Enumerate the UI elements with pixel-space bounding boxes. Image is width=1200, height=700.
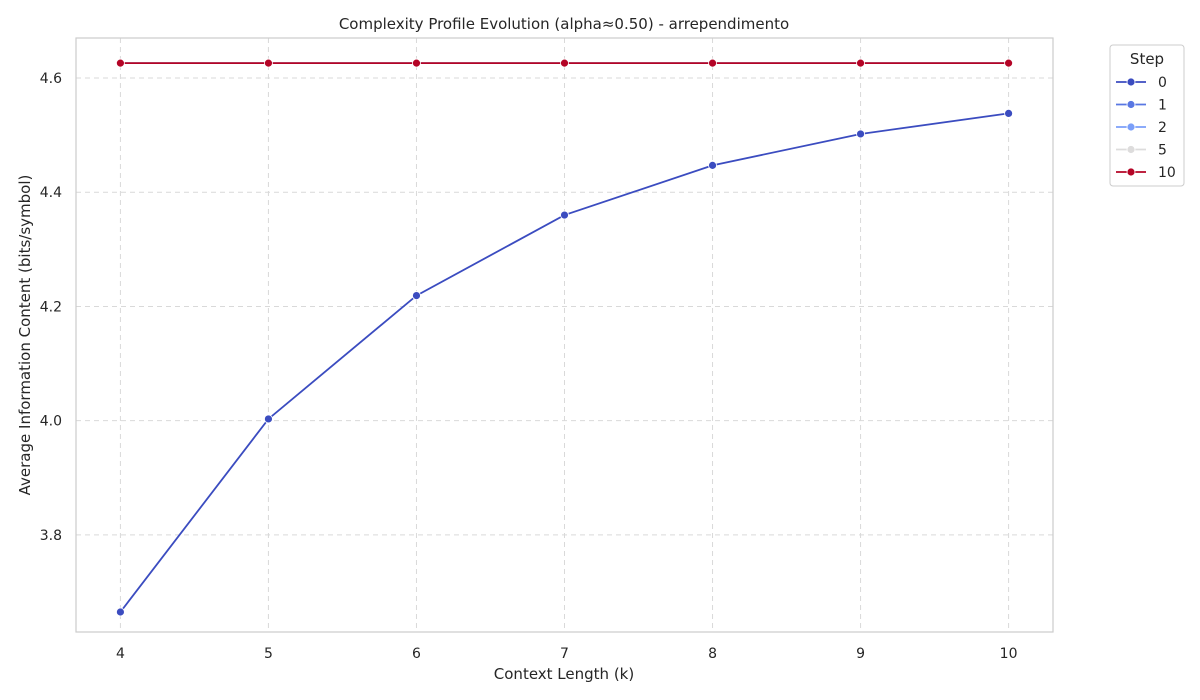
data-point — [412, 291, 421, 300]
chart-title: Complexity Profile Evolution (alpha≈0.50… — [339, 15, 789, 33]
y-tick-label: 4.4 — [40, 185, 62, 201]
legend: Step 0 1 2 5 10 — [1109, 44, 1185, 187]
legend-item: 5 — [1116, 143, 1167, 159]
data-point — [856, 129, 865, 139]
legend-swatch-marker — [1126, 167, 1136, 177]
data-point — [1004, 108, 1013, 118]
y-tick-label: 4.6 — [40, 71, 62, 87]
data-point — [116, 607, 125, 617]
series — [116, 58, 1013, 617]
legend-item: 2 — [1116, 120, 1167, 136]
x-axis-ticks: 4 5 6 7 8 9 10 — [116, 646, 1018, 662]
y-axis-ticks: 3.8 4.0 4.2 4.4 4.6 — [40, 71, 62, 544]
x-axis-label: Context Length (k) — [494, 665, 634, 683]
legend-title: Step — [1130, 50, 1164, 68]
legend-label: 5 — [1158, 143, 1167, 159]
x-tick-label: 8 — [708, 646, 717, 662]
data-point — [264, 58, 273, 68]
x-tick-label: 7 — [560, 646, 569, 662]
x-tick-label: 4 — [116, 646, 125, 662]
data-point — [560, 58, 569, 68]
data-point — [708, 58, 717, 68]
series-10 — [116, 58, 1013, 68]
y-tick-label: 3.8 — [40, 528, 62, 544]
data-point — [560, 210, 569, 220]
y-tick-label: 4.0 — [40, 414, 62, 430]
data-point — [264, 414, 273, 424]
data-point — [412, 58, 421, 68]
x-tick-label: 5 — [264, 646, 273, 662]
legend-label: 2 — [1158, 120, 1167, 136]
legend-label: 0 — [1158, 75, 1167, 91]
y-axis-label: Average Information Content (bits/symbol… — [16, 175, 34, 496]
legend-swatch-marker — [1126, 145, 1136, 154]
data-point — [856, 58, 865, 68]
legend-item: 10 — [1116, 165, 1176, 181]
series-0 — [116, 108, 1013, 617]
data-point — [1004, 58, 1013, 68]
x-tick-label: 10 — [1000, 646, 1018, 662]
x-tick-label: 9 — [856, 646, 865, 662]
legend-item: 0 — [1116, 75, 1167, 91]
legend-swatch-marker — [1126, 77, 1136, 87]
data-point — [708, 160, 717, 170]
legend-label: 10 — [1158, 165, 1176, 181]
legend-swatch-marker — [1126, 100, 1136, 109]
legend-label: 1 — [1158, 98, 1167, 114]
legend-item: 1 — [1116, 98, 1167, 114]
plot-frame — [75, 37, 1054, 633]
x-tick-label: 6 — [412, 646, 421, 662]
y-tick-label: 4.2 — [40, 299, 62, 315]
legend-swatch-marker — [1126, 122, 1136, 132]
data-point — [116, 58, 125, 68]
legend-items: 0 1 2 5 10 — [1116, 75, 1176, 181]
